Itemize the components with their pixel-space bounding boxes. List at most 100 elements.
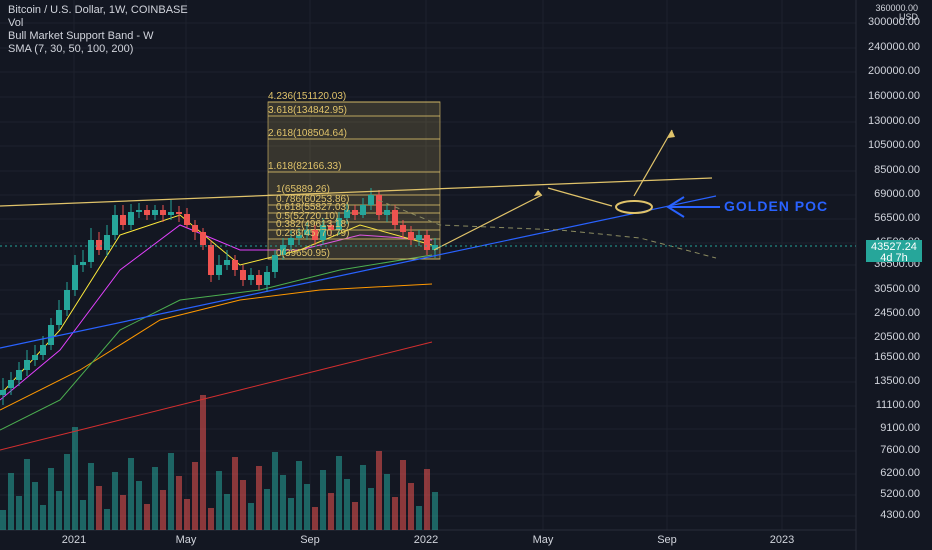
sma-50-line (0, 254, 433, 431)
fib-level-label: 1.618(82166.33) (268, 161, 342, 172)
volume-bar (272, 452, 278, 530)
candle-body (224, 260, 230, 265)
support-trend-line (0, 195, 717, 349)
volume-bar (312, 507, 318, 530)
price-axis-tick: 69000.00 (874, 188, 920, 200)
volume-bar (248, 503, 254, 530)
time-axis-tick: 2023 (769, 534, 795, 546)
time-axis-tick: May (532, 534, 554, 546)
volume-bar (232, 457, 238, 530)
candle-body (312, 230, 318, 240)
legend-band-indicator[interactable]: Bull Market Support Band - W (8, 30, 154, 42)
volume-bar (224, 494, 230, 530)
trend-line-drawings (0, 129, 856, 349)
volume-bar (424, 469, 430, 530)
volume-bar (88, 463, 94, 530)
candle-body (48, 325, 54, 345)
volume-bar (408, 483, 414, 530)
candle-body (424, 235, 430, 250)
volume-bar (184, 499, 190, 530)
volume-bar (80, 500, 86, 530)
time-axis-tick: May (175, 534, 197, 546)
price-axis-tick: 16500.00 (874, 351, 920, 363)
moving-average-lines (0, 214, 433, 451)
volume-bar (368, 488, 374, 530)
fib-level-label: 0.786(60253.86) (276, 194, 350, 205)
volume-bar (48, 468, 54, 530)
volume-bar (256, 466, 262, 530)
candle-body (112, 215, 118, 235)
price-axis-tick: 5200.00 (880, 488, 920, 500)
volume-bar (40, 505, 46, 530)
sma-100-line (0, 283, 433, 411)
volume-bar (128, 458, 134, 530)
sma-30-line (0, 224, 433, 401)
legend-sma-indicator[interactable]: SMA (7, 30, 50, 100, 200) (8, 43, 134, 55)
fib-level-label: 0.382(49613.18) (276, 219, 350, 230)
price-axis-tick: 7600.00 (880, 444, 920, 456)
volume-bar (8, 473, 14, 530)
current-price-value: 43527.24 (871, 241, 917, 253)
volume-bar (208, 508, 214, 530)
candle-body (368, 195, 374, 205)
volume-bar (192, 462, 198, 530)
volume-bar (240, 480, 246, 530)
sma-200-line (0, 341, 433, 451)
candle-body (384, 210, 390, 215)
time-axis[interactable]: 2021 May Sep 2022 May Sep 2023 (0, 530, 856, 550)
volume-bar (120, 495, 126, 530)
price-axis-tick: 11100.00 (875, 399, 920, 411)
volume-bar (336, 456, 342, 530)
candle-body (72, 265, 78, 290)
price-axis-tick: 13500.00 (874, 375, 920, 387)
chart-legend: Bitcoin / U.S. Dollar, 1W, COINBASE Vol … (8, 4, 188, 56)
candle-body (64, 290, 70, 310)
volume-bar (144, 504, 150, 530)
candle-body (272, 255, 278, 272)
price-axis-tick: 9100.00 (880, 422, 920, 434)
legend-symbol[interactable]: Bitcoin / U.S. Dollar, 1W, COINBASE (8, 4, 188, 16)
candle-body (144, 210, 150, 215)
volume-bar (344, 479, 350, 530)
candlestick-series (0, 188, 438, 405)
fib-level-label: 0.236(45770.79) (276, 228, 350, 239)
candle-body (120, 215, 126, 225)
candle-body (232, 260, 238, 270)
candle-body (168, 212, 174, 215)
candle-body (0, 390, 6, 395)
candle-body (152, 210, 158, 215)
volume-bar (432, 492, 438, 530)
volume-bar (0, 510, 6, 530)
price-axis[interactable]: 360000.00 USD 300000.00 240000.00 200000.0… (856, 0, 932, 530)
projection-arrow-3 (633, 129, 673, 197)
candle-body (344, 210, 350, 218)
volume-bar (400, 460, 406, 530)
candle-body (432, 245, 438, 250)
bar-countdown: 4d 7h (880, 252, 908, 264)
volume-bars (0, 395, 438, 530)
time-axis-tick: Sep (300, 534, 320, 546)
volume-bar (392, 497, 398, 530)
volume-bar (296, 461, 302, 530)
volume-bar (352, 502, 358, 530)
price-axis-tick: 200000.00 (868, 65, 920, 77)
price-axis-tick: 4300.00 (880, 509, 920, 521)
volume-bar (160, 490, 166, 530)
sma-7-line (0, 214, 433, 396)
time-axis-tick: 2022 (413, 534, 439, 546)
golden-pocket-annotation[interactable]: GOLDEN POC (724, 198, 829, 214)
price-axis-tick: 160000.00 (868, 90, 920, 102)
current-price-tag: 43527.24 4d 7h (866, 240, 922, 264)
candle-body (336, 218, 342, 230)
candle-body (392, 210, 398, 225)
candle-body (24, 360, 30, 370)
volume-bar (216, 471, 222, 530)
candle-body (32, 355, 38, 360)
volume-bar (136, 481, 142, 530)
time-axis-tick: Sep (657, 534, 677, 546)
legend-volume[interactable]: Vol (8, 17, 24, 29)
candle-body (200, 232, 206, 245)
price-axis-tick: 24500.00 (874, 307, 920, 319)
resistance-trend-line (0, 177, 713, 207)
